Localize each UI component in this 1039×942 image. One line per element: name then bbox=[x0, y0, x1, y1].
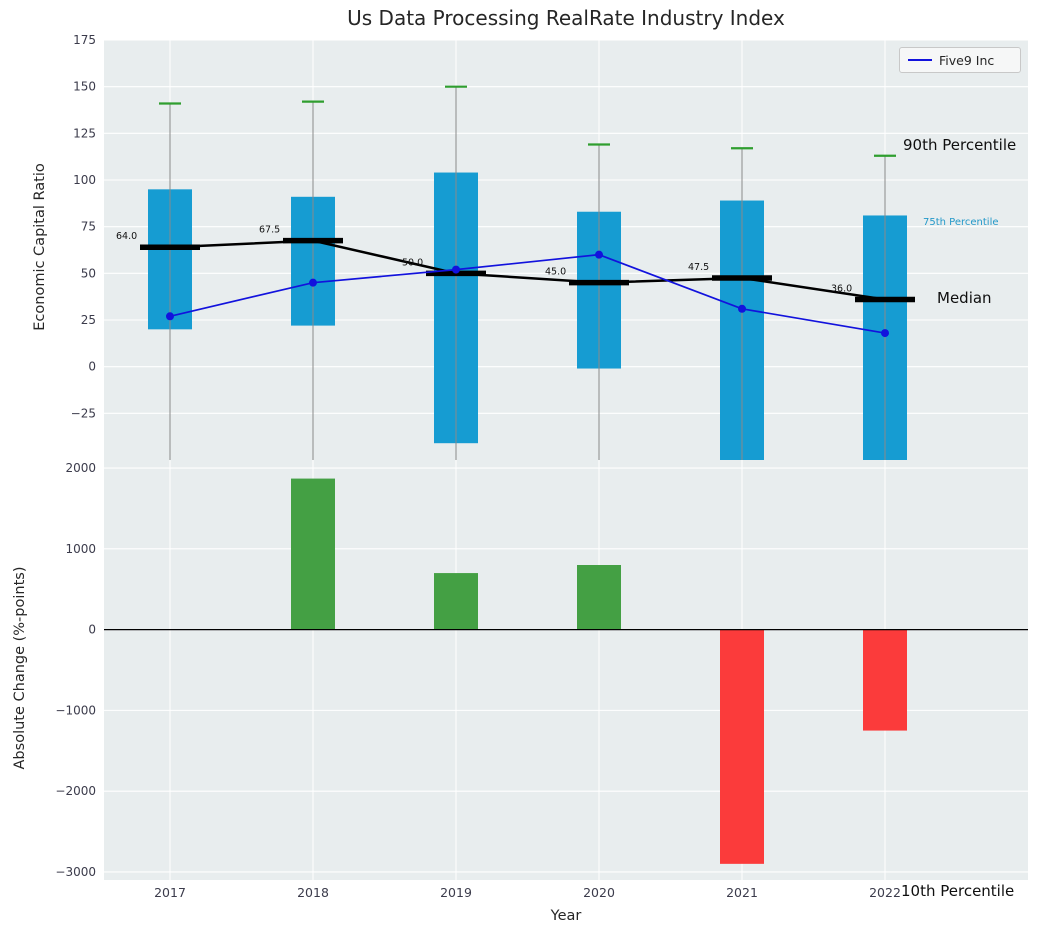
change-bar-2021 bbox=[720, 629, 764, 864]
five9-marker-2022 bbox=[881, 329, 889, 338]
median-value-label: 67.5 bbox=[259, 225, 280, 236]
change-bar-2018 bbox=[291, 478, 335, 630]
bottom-y-axis-label: Absolute Change (%-points) bbox=[12, 566, 28, 770]
median-value-label: 50.0 bbox=[402, 257, 423, 268]
top-ytick-label: 125 bbox=[73, 126, 96, 140]
bottom-ytick-label: 2000 bbox=[65, 461, 96, 475]
chart-title: Us Data Processing RealRate Industry Ind… bbox=[347, 6, 785, 30]
five9-marker-2020 bbox=[595, 250, 603, 259]
tick-labels: 175 150 125 100 75 50 25 0 −25 2000 1000 0 −1000 −200… bbox=[55, 33, 901, 900]
bottom-ytick-label: −2000 bbox=[55, 784, 96, 798]
percentile-boxes bbox=[148, 172, 907, 461]
company-series bbox=[166, 250, 889, 338]
bottom-ytick-label: −1000 bbox=[55, 703, 96, 717]
xtick-label: 2020 bbox=[583, 885, 615, 900]
annotation-90th-percentile: 90th Percentile bbox=[903, 136, 1017, 154]
xtick-label: 2017 bbox=[154, 885, 186, 900]
five9-marker-2018 bbox=[309, 278, 317, 287]
annotation-median: Median bbox=[937, 289, 992, 307]
median-value-label: 64.0 bbox=[116, 231, 137, 242]
median-value-label: 45.0 bbox=[545, 267, 566, 278]
five9-marker-2019 bbox=[452, 265, 460, 274]
legend-label: Five9 Inc bbox=[939, 52, 995, 68]
xtick-label: 2021 bbox=[726, 885, 758, 900]
legend-line-sample bbox=[908, 59, 932, 61]
top-y-axis-label: Economic Capital Ratio bbox=[32, 163, 48, 331]
x-axis-label: Year bbox=[550, 908, 582, 924]
top-ytick-label: 175 bbox=[73, 33, 96, 47]
change-bar-2019 bbox=[434, 573, 478, 630]
bottom-ytick-label: 0 bbox=[88, 623, 96, 637]
change-bars bbox=[104, 478, 1028, 864]
xtick-label: 2019 bbox=[440, 885, 472, 900]
top-ytick-label: 25 bbox=[81, 313, 96, 327]
five9-line bbox=[169, 253, 886, 334]
change-bar-2022 bbox=[863, 629, 907, 731]
median-value-label: 36.0 bbox=[831, 283, 852, 294]
xtick-label: 2022 bbox=[869, 885, 901, 900]
top-ytick-label: 100 bbox=[73, 173, 96, 187]
bottom-ytick-label: −3000 bbox=[55, 865, 96, 879]
top-ytick-label: 150 bbox=[73, 80, 96, 94]
top-ytick-label: 50 bbox=[81, 266, 96, 280]
top-ytick-label: 0 bbox=[88, 360, 96, 374]
change-bar-2020 bbox=[577, 565, 621, 630]
five9-marker-2017 bbox=[166, 312, 174, 321]
legend: Five9 Inc bbox=[899, 47, 1021, 73]
median-series: 64.0 67.5 50.0 45.0 47.5 36.0 bbox=[116, 225, 915, 303]
five9-marker-2021 bbox=[738, 304, 746, 313]
annotation-10th-percentile: 10th Percentile bbox=[901, 882, 1015, 900]
top-ytick-label: 75 bbox=[81, 220, 96, 234]
top-ytick-label: −25 bbox=[71, 406, 96, 420]
bottom-ytick-label: 1000 bbox=[65, 542, 96, 556]
xtick-label: 2018 bbox=[297, 885, 329, 900]
median-value-label: 47.5 bbox=[688, 262, 709, 273]
annotation-75th-percentile: 75th Percentile bbox=[923, 217, 999, 228]
